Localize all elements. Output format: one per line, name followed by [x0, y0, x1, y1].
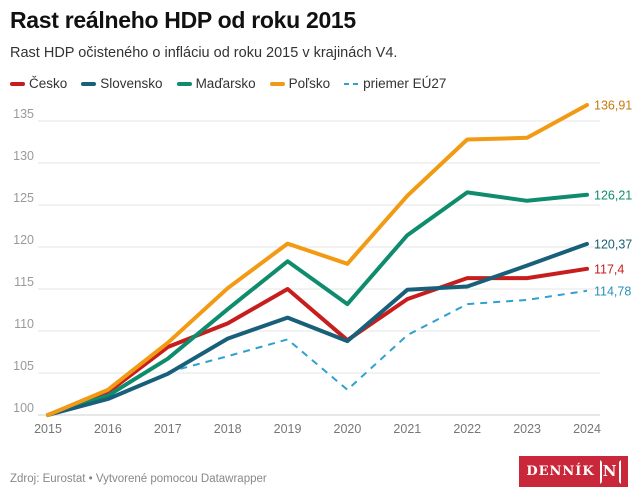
series-lines — [46, 103, 589, 417]
x-axis-ticks: 2015 2016 2017 2018 2019 2020 2021 2022 2023 2024 — [34, 422, 601, 436]
legend-item-slovensko: Slovensko — [81, 76, 163, 91]
legend-swatch — [81, 81, 97, 86]
x-tick-label: 2022 — [453, 422, 481, 436]
y-tick-label: 130 — [13, 149, 34, 163]
legend-item-madarsko: Maďarsko — [176, 76, 256, 91]
end-value-label: 117,4 — [594, 262, 624, 276]
legend-item-eu27: priemer EÚ27 — [344, 76, 446, 91]
legend-item-polsko: Poľsko — [269, 76, 331, 91]
legend-label: Česko — [29, 76, 68, 91]
y-tick-label: 105 — [13, 359, 34, 373]
legend-item-cesko: Česko — [10, 76, 67, 91]
x-tick-label: 2021 — [393, 422, 421, 436]
x-tick-label: 2015 — [34, 422, 62, 436]
end-value-label: 120,37 — [594, 237, 632, 251]
y-tick-label: 125 — [13, 191, 34, 205]
end-value-label: 126,21 — [594, 188, 632, 202]
legend-label: Slovensko — [100, 76, 163, 91]
series-line-po-sko — [46, 103, 589, 417]
source-note: Zdroj: Eurostat • Vytvorené pomocou Data… — [10, 473, 267, 485]
series-line-slovensko — [46, 241, 589, 417]
gridlines — [38, 120, 600, 416]
logo-n-mark-icon: N — [599, 459, 621, 484]
x-tick-label: 2016 — [94, 422, 122, 436]
legend-label: Poľsko — [288, 76, 331, 91]
end-value-label: 136,91 — [594, 98, 632, 112]
y-tick-label: 110 — [14, 317, 34, 331]
series-line-ma-arsko — [46, 190, 589, 417]
chart-subtitle: Rast HDP očisteného o infláciu od roku 2… — [10, 45, 398, 61]
x-tick-label: 2018 — [214, 422, 242, 436]
y-tick-label: 100 — [13, 401, 34, 415]
end-labels: 117,4 120,37 126,21 136,91 114,78 — [594, 98, 632, 298]
y-tick-label: 120 — [13, 233, 34, 247]
legend-label: priemer EÚ27 — [363, 76, 447, 91]
logo-text: DENNÍK — [526, 464, 595, 479]
legend-swatch — [344, 82, 360, 85]
x-tick-label: 2023 — [513, 422, 541, 436]
x-tick-label: 2017 — [154, 422, 182, 436]
legend-swatch — [176, 81, 192, 86]
legend-swatch — [269, 81, 285, 86]
y-axis-ticks: 100 105 110 115 120 125 130 135 — [13, 107, 34, 415]
x-tick-label: 2020 — [334, 422, 362, 436]
legend-label: Maďarsko — [195, 76, 256, 91]
x-tick-label: 2024 — [573, 422, 601, 436]
y-tick-label: 135 — [13, 107, 34, 121]
series-line--esko — [46, 266, 589, 417]
legend-swatch — [10, 81, 25, 86]
end-value-label: 114,78 — [594, 284, 631, 298]
dennik-n-logo[interactable]: DENNÍK N — [519, 456, 628, 487]
x-tick-label: 2019 — [274, 422, 302, 436]
chart-title: Rast reálneho HDP od roku 2015 — [10, 7, 356, 33]
y-tick-label: 115 — [14, 275, 34, 289]
legend: Česko Slovensko Maďarsko Poľsko priemer … — [10, 76, 446, 91]
